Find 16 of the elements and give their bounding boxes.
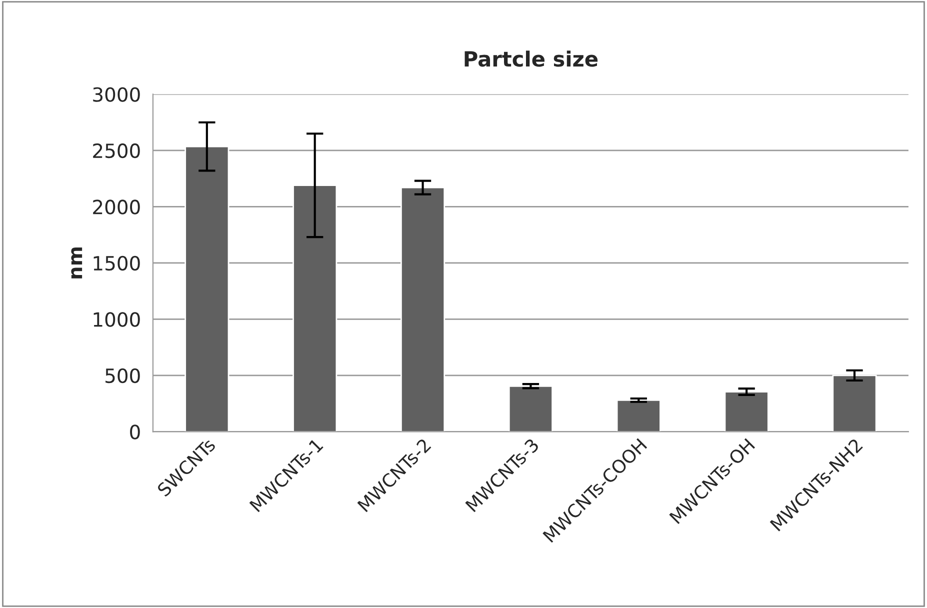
- y-tick-label: 0: [130, 424, 140, 440]
- y-tick-label: 2000: [93, 200, 140, 214]
- y-tick-label: 1500: [94, 256, 140, 271]
- y-tick-label: 2500: [93, 143, 140, 158]
- bar: [184, 146, 230, 432]
- bar: [832, 374, 877, 432]
- bar: [724, 391, 769, 432]
- bar: [292, 184, 338, 432]
- y-tick-label: 1000: [94, 312, 140, 327]
- y-tick-label: 3000: [93, 87, 140, 102]
- chart-title: Partcle size: [464, 50, 598, 67]
- y-tick-label: 500: [106, 368, 140, 384]
- y-axis-title: nm: [71, 247, 82, 278]
- bar: [616, 399, 661, 432]
- bar: [400, 186, 446, 432]
- bar: [508, 385, 553, 432]
